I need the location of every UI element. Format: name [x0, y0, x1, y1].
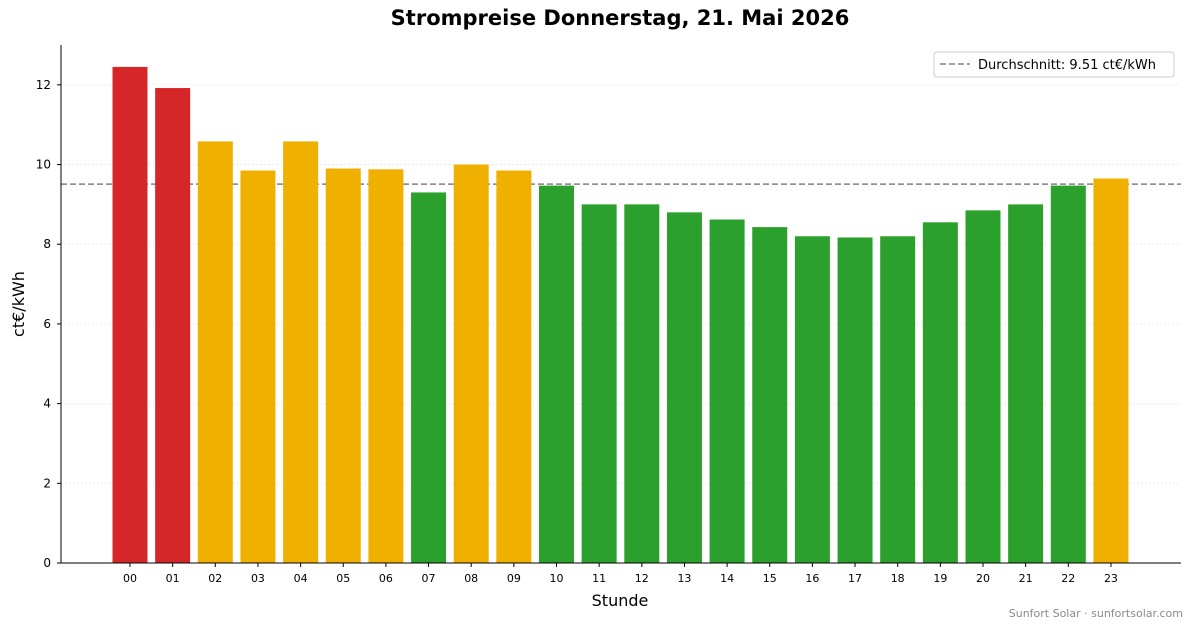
x-tick-label: 04 [294, 572, 308, 585]
bar-04 [283, 141, 319, 564]
bar-00 [112, 66, 148, 564]
x-tick-label: 23 [1104, 572, 1118, 585]
legend-average-label: Durchschnitt: 9.51 ct€/kWh [978, 58, 1156, 73]
bar-08 [453, 164, 489, 564]
gridlines [61, 84, 1181, 484]
x-tick-label: 17 [848, 572, 862, 585]
chart-title: Strompreise Donnerstag, 21. Mai 2026 [390, 6, 850, 30]
bars [112, 66, 1129, 564]
y-tick-label: 12 [36, 78, 51, 92]
bar-03 [240, 170, 276, 563]
bar-14 [709, 219, 745, 563]
bar-07 [411, 192, 447, 563]
bar-20 [965, 210, 1001, 563]
bar-12 [624, 204, 660, 563]
bar-19 [922, 222, 958, 564]
x-tick-label: 05 [336, 572, 350, 585]
legend: Durchschnitt: 9.51 ct€/kWh [933, 51, 1175, 78]
x-tick-label: 18 [891, 572, 905, 585]
x-tick-label: 19 [933, 572, 947, 585]
x-tick-label: 06 [379, 572, 393, 585]
y-tick-label: 2 [43, 476, 51, 490]
x-tick-label: 00 [123, 572, 137, 585]
x-tick-label: 03 [251, 572, 265, 585]
x-tick-label: 13 [677, 572, 691, 585]
x-tick-label: 02 [208, 572, 222, 585]
x-tick-label: 14 [720, 572, 734, 585]
bar-02 [197, 141, 233, 564]
bar-06 [368, 169, 404, 563]
bar-23 [1093, 178, 1129, 563]
bar-09 [496, 170, 532, 563]
x-tick-label: 07 [422, 572, 436, 585]
x-tick-label: 11 [592, 572, 606, 585]
bar-11 [581, 204, 617, 563]
axes [60, 45, 1181, 564]
bar-10 [539, 185, 574, 563]
bar-13 [666, 212, 702, 563]
x-ticks: 00 01 02 03 04 05 06 07 08 09 10 11 12 13 14 15 16 17 18 19… [123, 563, 1118, 585]
legend-box [933, 51, 1175, 78]
footer-credit: Sunfort Solar · sunfortsolar.com [1008, 607, 1183, 620]
bar-01 [155, 88, 191, 563]
x-tick-label: 21 [1019, 572, 1033, 585]
bar-16 [794, 236, 830, 563]
x-tick-label: 15 [763, 572, 777, 585]
x-axis-label: Stunde [592, 591, 649, 610]
y-tick-label: 4 [43, 397, 51, 411]
bar-18 [880, 236, 916, 563]
x-tick-label: 16 [805, 572, 819, 585]
bar-15 [752, 227, 788, 563]
y-tick-label: 6 [43, 317, 51, 331]
bar-22 [1050, 185, 1086, 563]
x-tick-label: 01 [166, 572, 180, 585]
y-tick-label: 10 [36, 158, 51, 172]
x-tick-label: 22 [1061, 572, 1075, 585]
x-tick-label: 12 [635, 572, 649, 585]
y-tick-label: 0 [43, 556, 51, 570]
bar-21 [1008, 204, 1044, 563]
x-tick-label: 08 [464, 572, 478, 585]
bar-17 [837, 237, 873, 564]
bar-05 [325, 168, 361, 563]
y-tick-label: 8 [43, 237, 51, 251]
x-tick-label: 20 [976, 572, 990, 585]
x-tick-label: 10 [550, 572, 564, 585]
y-axis-label: ct€/kWh [9, 271, 28, 337]
x-tick-label: 09 [507, 572, 521, 585]
y-ticks: 0 2 4 6 8 10 12 [36, 78, 61, 570]
